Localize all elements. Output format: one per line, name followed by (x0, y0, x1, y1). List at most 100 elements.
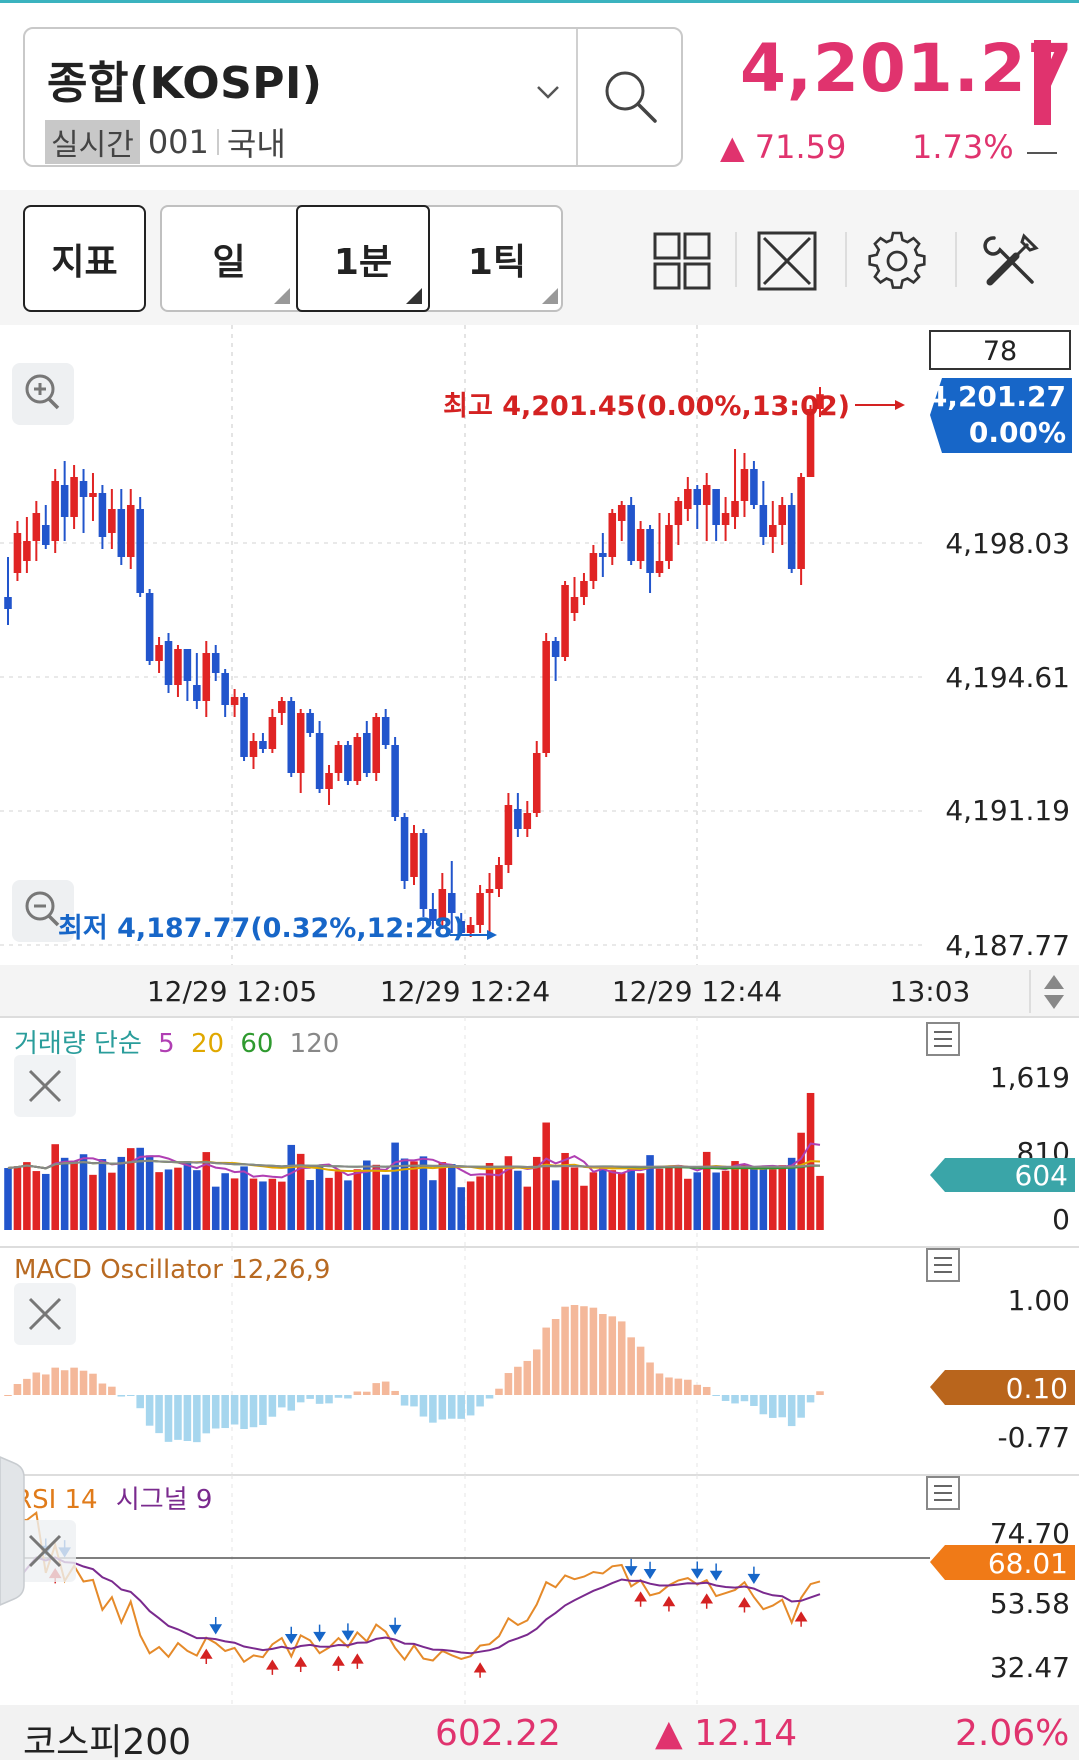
volume-bar (419, 1156, 428, 1230)
candle-body (79, 481, 88, 497)
rsi-close-icon[interactable] (14, 1520, 76, 1582)
rsi-buy-signal (700, 1593, 714, 1609)
fullscreen-icon[interactable] (756, 230, 818, 292)
rsi-title-prefix: RSI 14 (14, 1485, 98, 1515)
zoom-out-button[interactable] (12, 880, 74, 942)
candle-body (599, 553, 607, 557)
gear-icon[interactable] (866, 230, 928, 292)
candle-body (325, 773, 333, 789)
volume-bar (136, 1147, 144, 1230)
candle-body (731, 501, 739, 517)
macd-bar (570, 1305, 579, 1395)
side-drawer-handle[interactable] (0, 1456, 25, 1606)
low-arrow-head (487, 930, 497, 940)
macd-bar (334, 1395, 343, 1398)
symbol-selector[interactable]: 종합(KOSPI) 실시간 001 국내 (23, 27, 683, 167)
candle-body (230, 697, 239, 705)
volume-bar (495, 1168, 503, 1230)
volume-bar (296, 1153, 305, 1230)
macd-bar (410, 1395, 418, 1407)
high-annotation: 최고 4,201.45(0.00%,13:02) (443, 391, 850, 422)
rsi-panel (0, 1474, 1079, 1705)
macd-close-icon[interactable] (14, 1283, 76, 1345)
volume-bar (787, 1157, 796, 1230)
time-axis-bar (0, 965, 1079, 1017)
volume-bar (306, 1180, 314, 1230)
volume-menu-icon[interactable] (926, 1022, 960, 1056)
market-label: 국내 (226, 125, 286, 163)
candle-body (674, 501, 683, 525)
indicator-button[interactable]: 지표 (23, 205, 146, 312)
candle-body (759, 505, 768, 537)
candle-body (787, 505, 796, 569)
candle-body (278, 701, 286, 713)
chevron-down-icon[interactable] (535, 79, 561, 105)
macd-bar (164, 1395, 173, 1442)
candle-body (485, 889, 494, 893)
volume-close-icon[interactable] (14, 1055, 76, 1117)
related-index-price: 602.22 (435, 1713, 561, 1754)
volume-bar (769, 1169, 777, 1230)
rsi-axis-label: 32.47 (990, 1651, 1070, 1684)
price-axis-label: 4,198.03 (945, 527, 1070, 560)
period-day-button[interactable]: 일 (162, 207, 296, 310)
volume-bar (325, 1177, 333, 1230)
volume-bar (183, 1161, 192, 1230)
volume-bar (693, 1172, 702, 1230)
search-icon (605, 71, 657, 123)
macd-bar (457, 1395, 465, 1419)
volume-bar (816, 1175, 824, 1230)
search-button[interactable] (576, 29, 683, 165)
candle-body (476, 893, 484, 925)
rsi-axis-label: 53.58 (990, 1587, 1070, 1620)
volume-bar (636, 1173, 645, 1230)
period-1min-button[interactable]: 1분 (296, 205, 430, 312)
layout-grid-icon[interactable] (651, 230, 713, 292)
volume-bar (145, 1155, 154, 1230)
macd-bar (561, 1306, 569, 1395)
macd-bar (750, 1395, 758, 1406)
candle-body (655, 561, 664, 573)
macd-bar (769, 1395, 777, 1418)
volume-bar (410, 1161, 418, 1230)
candle-body (13, 533, 22, 573)
volume-bar (344, 1180, 352, 1230)
zoom-in-button[interactable] (12, 363, 74, 425)
period-1tick-button[interactable]: 1틱 (430, 207, 564, 310)
macd-bar (70, 1367, 78, 1395)
visible-count-box[interactable] (929, 330, 1071, 370)
volume-bar (89, 1174, 97, 1230)
volume-axis-label: 0 (1052, 1203, 1070, 1236)
macd-bar (211, 1395, 220, 1429)
rsi-menu-icon[interactable] (926, 1476, 960, 1510)
macd-bar (136, 1395, 144, 1409)
macd-bar (372, 1383, 381, 1395)
scroll-arrows-icon[interactable] (1029, 970, 1064, 1013)
rsi-axis-label: 74.70 (990, 1517, 1070, 1550)
chart-area[interactable]: 최고 4,201.45(0.00%,13:02) 최저 4,187.77(0.3… (0, 325, 1079, 1705)
volume-bar (702, 1151, 711, 1230)
candle-body (344, 745, 352, 781)
macd-bar (306, 1395, 314, 1399)
tools-icon[interactable] (980, 230, 1042, 292)
candle-body (41, 525, 50, 545)
candle-body (721, 513, 730, 525)
volume-bar (476, 1176, 484, 1230)
candle-body (89, 493, 97, 497)
candle-body (155, 645, 163, 661)
period-1tick-label: 1틱 (467, 241, 527, 283)
related-index-bar[interactable]: 코스피200 602.22 ▲ 12.14 2.06% (0, 1705, 1079, 1760)
macd-current-value: 0.10 (1006, 1372, 1068, 1405)
time-axis-label: 12/29 12:44 (612, 975, 782, 1008)
candle-body (145, 593, 154, 661)
macd-menu-icon[interactable] (926, 1248, 960, 1282)
macd-bar (806, 1395, 815, 1403)
volume-current-tag (930, 1158, 1075, 1192)
candle-body (627, 505, 635, 561)
volume-bar (391, 1142, 399, 1230)
candle-body (381, 717, 390, 745)
volume-bar (202, 1152, 211, 1230)
current-price: 4,201.27 (740, 30, 1074, 107)
macd-bar (514, 1366, 522, 1395)
candle-body (4, 597, 12, 609)
